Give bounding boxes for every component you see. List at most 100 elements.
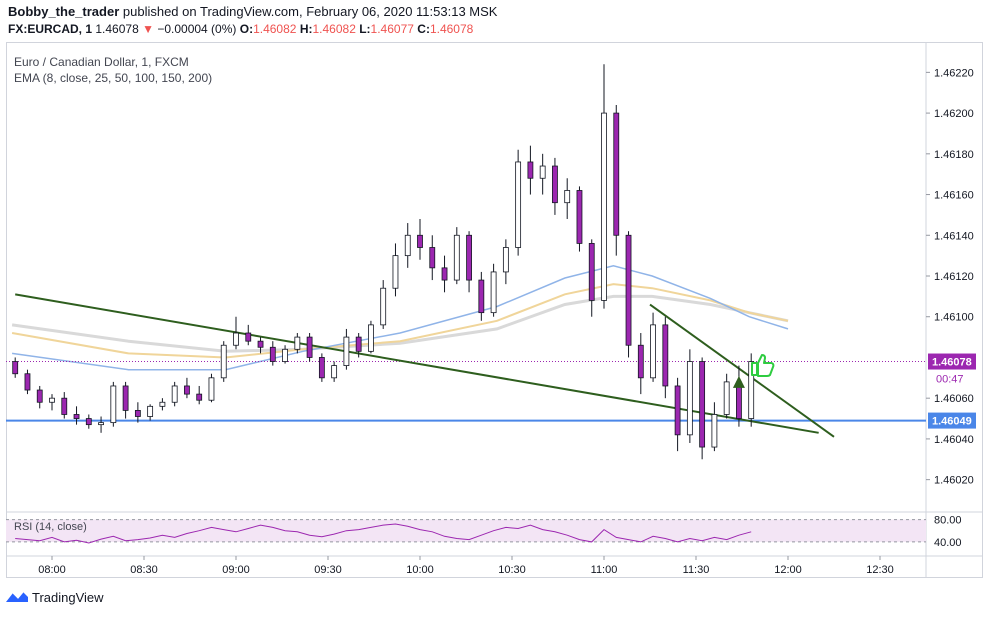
candle-body (662, 324, 669, 387)
candle-body (24, 373, 31, 391)
ema_gray-line (11, 294, 789, 353)
candle-body (539, 165, 546, 179)
open-label: O: (239, 22, 254, 36)
publisher-name[interactable]: Bobby_the_trader (8, 4, 120, 19)
candle-body (147, 405, 154, 417)
time-tick-label: 08:00 (38, 564, 66, 576)
thumbs-up-icon (751, 354, 775, 377)
candle-body (601, 112, 607, 301)
last-price: 1.46078 (95, 22, 139, 36)
down-arrow-icon: ▼ (142, 22, 154, 36)
candle-body (294, 336, 301, 350)
candle-body (417, 234, 423, 248)
candle-body (233, 332, 239, 346)
time-tick-label: 11:30 (683, 564, 710, 576)
trendline (649, 303, 835, 438)
candle-body (552, 165, 558, 204)
candle-body (429, 247, 436, 269)
up-arrow-icon (732, 375, 745, 388)
candle-body (208, 377, 215, 401)
low-label: L: (359, 22, 371, 36)
candle-body (711, 414, 718, 448)
candle-body (576, 190, 583, 244)
candle-body (220, 344, 227, 379)
candle-body (650, 324, 656, 379)
high-label: H: (299, 22, 313, 36)
ohlc-line: FX:EURCAD, 1 1.46078 ▼ −0.00004 (0%) O:1… (8, 22, 473, 36)
price-tick-label: 1.46140 (934, 230, 974, 242)
rsi-tick-label: 40.00 (934, 537, 962, 549)
high-value: 1.46082 (312, 22, 356, 36)
candle-body (85, 418, 92, 426)
rsi-tick-label: 80.00 (934, 515, 962, 527)
time-tick-label: 12:00 (774, 564, 802, 576)
candle-body (368, 324, 374, 352)
rsi-line (15, 523, 752, 544)
candle-body (686, 361, 693, 436)
candle-body (318, 357, 325, 379)
candle-body (404, 234, 411, 257)
candle-body (134, 409, 141, 417)
time-tick-label: 09:30 (314, 564, 342, 576)
last-price-badge: 1.46078 (932, 357, 972, 369)
candle-body (61, 397, 68, 415)
candle-body (49, 397, 55, 403)
candle-body (257, 340, 264, 348)
published-text: published on TradingView.com, February 0… (122, 4, 498, 19)
price-tick-label: 1.46200 (934, 108, 974, 120)
price-tick-label: 1.46160 (934, 190, 974, 202)
rsi-band (6, 519, 926, 542)
candle-body (122, 385, 129, 411)
brand-name: TradingView (32, 590, 104, 605)
candle-body (625, 234, 632, 346)
candle-body (637, 344, 644, 379)
time-tick-label: 10:30 (498, 564, 526, 576)
price-tick-label: 1.46020 (934, 475, 974, 487)
candle-body (441, 267, 448, 281)
time-tick-label: 08:30 (130, 564, 158, 576)
candle-body (36, 389, 43, 403)
price-change: −0.00004 (0%) (157, 22, 237, 36)
time-tick-label: 11:00 (591, 564, 618, 576)
candle-body (380, 287, 387, 326)
candle-body (748, 361, 755, 419)
candle-body (502, 247, 509, 273)
candle-body (343, 336, 350, 367)
candle-body (613, 112, 620, 236)
price-tick-label: 1.46060 (934, 393, 974, 405)
candle-body (699, 361, 706, 448)
candle-body (196, 393, 203, 401)
support-price-badge-bg (928, 412, 976, 429)
ema_blue-line (11, 265, 789, 371)
tradingview-logo-icon (6, 591, 28, 606)
countdown-bg (928, 370, 976, 387)
candle-body (282, 348, 288, 362)
close-label: C: (417, 22, 430, 36)
candle-body (245, 332, 252, 342)
tradingview-logo[interactable]: TradingView (6, 590, 104, 606)
open-value: 1.46082 (253, 22, 297, 36)
price-tick-label: 1.46180 (934, 149, 974, 161)
candle-body (392, 255, 399, 289)
price-tick-label: 1.46220 (934, 67, 974, 79)
chart-frame[interactable] (6, 42, 983, 578)
candle-body (674, 385, 681, 436)
candle-body (478, 279, 485, 314)
ema_orange-line (11, 283, 789, 359)
candle-body (564, 190, 571, 204)
time-tick-label: 12:30 (866, 564, 894, 576)
ema-label[interactable]: EMA (8, close, 25, 50, 100, 150, 200) (14, 71, 213, 85)
candle-body (98, 422, 104, 426)
price-tick-label: 1.46100 (934, 312, 974, 324)
support-price-badge: 1.46049 (932, 416, 972, 428)
candle-body (588, 243, 595, 301)
countdown-label: 00:47 (936, 374, 964, 386)
candle-body (110, 385, 117, 424)
candle-body (490, 271, 497, 314)
price-tick-label: 1.46120 (934, 271, 974, 283)
candle-body (12, 361, 19, 375)
symbol-label: FX:EURCAD, 1 (8, 22, 93, 36)
rsi-label[interactable]: RSI (14, close) (14, 521, 87, 533)
time-tick-label: 10:00 (406, 564, 434, 576)
